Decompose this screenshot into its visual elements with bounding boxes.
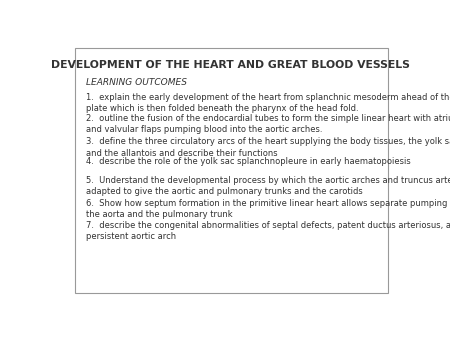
Text: DEVELOPMENT OF THE HEART AND GREAT BLOOD VESSELS: DEVELOPMENT OF THE HEART AND GREAT BLOOD…: [51, 60, 410, 70]
Text: 5.  Understand the developmental process by which the aortic arches and truncus : 5. Understand the developmental process …: [86, 176, 450, 196]
Text: 4.  describe the role of the yolk sac splanchnopleure in early haematopoiesis: 4. describe the role of the yolk sac spl…: [86, 157, 411, 166]
Text: 2.  outline the fusion of the endocardial tubes to form the simple linear heart : 2. outline the fusion of the endocardial…: [86, 114, 450, 135]
Text: 3.  define the three circulatory arcs of the heart supplying the body tissues, t: 3. define the three circulatory arcs of …: [86, 137, 450, 158]
FancyBboxPatch shape: [76, 48, 387, 293]
Text: LEARNING OUTCOMES: LEARNING OUTCOMES: [86, 78, 187, 87]
Text: 7.  describe the congenital abnormalities of septal defects, patent ductus arter: 7. describe the congenital abnormalities…: [86, 221, 450, 241]
Text: 6.  Show how septum formation in the primitive linear heart allows separate pump: 6. Show how septum formation in the prim…: [86, 199, 450, 219]
Text: 1.  explain the early development of the heart from splanchnic mesoderm ahead of: 1. explain the early development of the …: [86, 93, 450, 113]
